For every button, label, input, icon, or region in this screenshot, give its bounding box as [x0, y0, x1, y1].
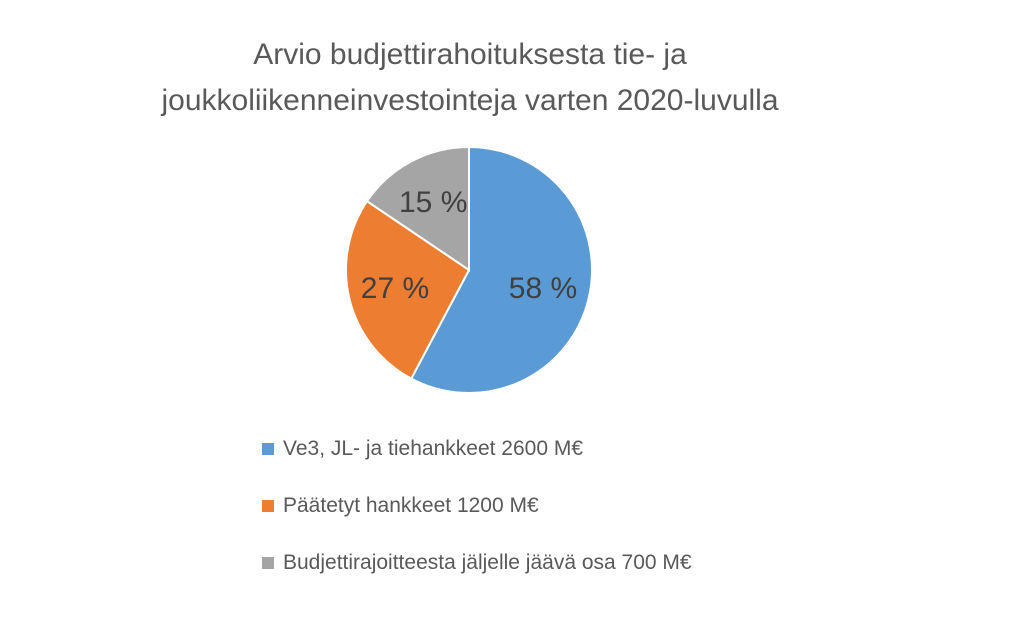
- legend-item-ve3: Ve3, JL- ja tiehankkeet 2600 M€: [262, 420, 862, 477]
- data-label-paatetyt: 27 %: [361, 272, 429, 305]
- slice-ve3: [409, 145, 593, 394]
- slice-paatetyt: [345, 199, 471, 380]
- legend-label-budjettirajoite: Budjettirajoitteesta jäljelle jäävä osa …: [283, 550, 692, 574]
- legend-label-paatetyt: Päätetyt hankkeet 1200 M€: [283, 493, 539, 517]
- legend-swatch-ve3: [262, 442, 274, 455]
- legend-item-budjettirajoite: Budjettirajoitteesta jäljelle jäävä osa …: [262, 534, 862, 591]
- chart-title-line-1: Arvio budjettirahoituksesta tie- ja: [253, 38, 687, 71]
- legend-label-ve3: Ve3, JL- ja tiehankkeet 2600 M€: [283, 436, 584, 460]
- chart-title: Arvio budjettirahoituksesta tie- ja jouk…: [40, 32, 900, 124]
- slice-budjettirajoite: [365, 145, 470, 272]
- chart-title-line-2: joukkoliikenneinvestointeja varten 2020-…: [161, 84, 779, 117]
- data-label-ve3: 58 %: [509, 272, 577, 305]
- legend-swatch-budjettirajoite: [262, 556, 274, 569]
- legend-swatch-paatetyt: [262, 499, 274, 512]
- data-label-budjettirajoite: 15 %: [399, 186, 467, 219]
- chart-legend: Ve3, JL- ja tiehankkeet 2600 M€ Päätetyt…: [262, 420, 862, 591]
- legend-item-paatetyt: Päätetyt hankkeet 1200 M€: [262, 477, 862, 534]
